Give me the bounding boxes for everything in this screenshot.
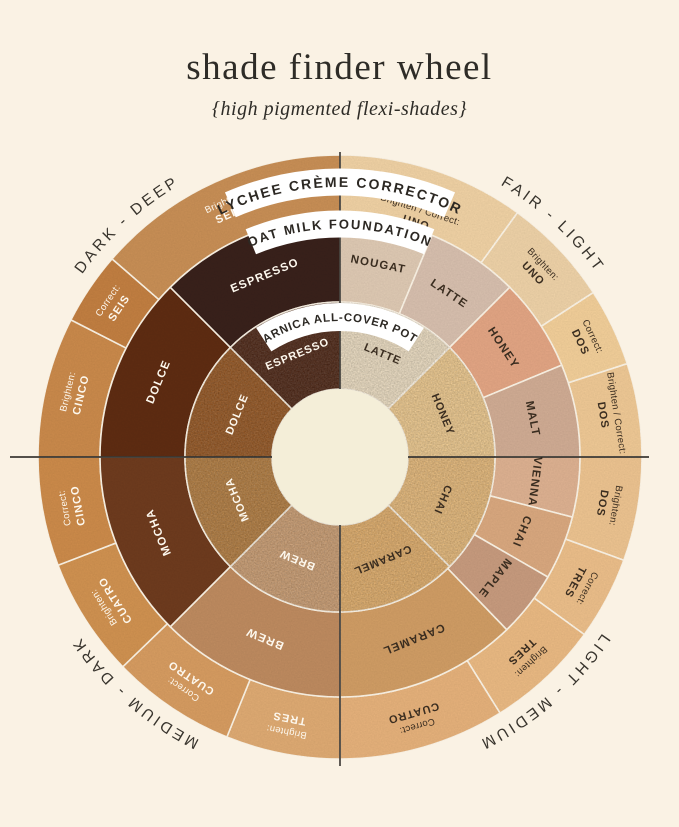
page-subtitle: {high pigmented flexi-shades} <box>212 98 467 120</box>
corrector-shade-text: DOS <box>594 489 611 518</box>
corrector-shade-text: DOS <box>595 401 611 430</box>
banner-lychee-creme-corrector <box>224 168 456 218</box>
page-title: shade finder wheel <box>186 47 493 88</box>
page-header: shade finder wheel {high pigmented flexi… <box>0 46 679 121</box>
banner-arnica-all-cover-pot <box>256 302 424 352</box>
banner-oat-milk-foundation <box>245 210 435 255</box>
center-circle <box>272 389 408 525</box>
